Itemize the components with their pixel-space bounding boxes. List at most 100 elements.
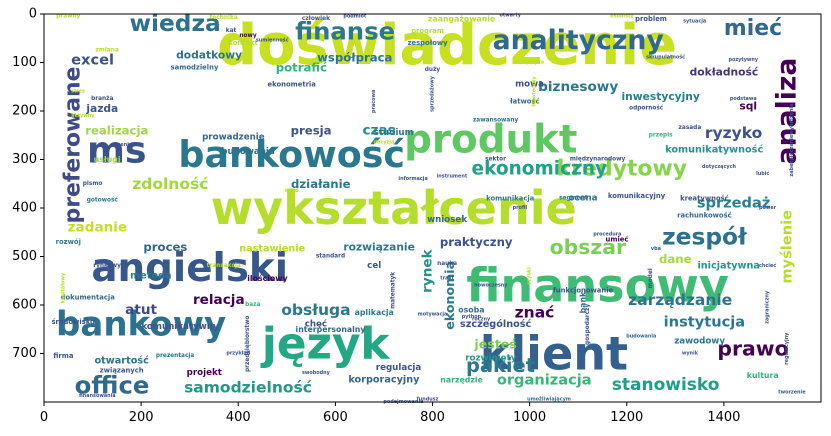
word-66: rozwinięty (465, 353, 517, 363)
word-154: gotowość (87, 197, 119, 204)
word-29: zarządzanie (628, 291, 732, 309)
word-69: budowania (221, 147, 275, 157)
word-1: wykształcenie (211, 181, 577, 235)
word-131: nauka (437, 261, 457, 267)
word-39: zadanie (68, 219, 128, 235)
word-48: dokładność (690, 66, 759, 79)
word-144: odporność (629, 105, 664, 112)
word-158: decyzja (374, 140, 395, 146)
word-142: pozytywny (728, 57, 758, 63)
word-0: doświadczenie (217, 13, 677, 78)
word-159: pracowa (371, 90, 377, 113)
word-95: kreatywność (680, 194, 729, 202)
word-102: umieć (606, 236, 629, 244)
word-93: łatwość (509, 97, 539, 105)
x-tick-label-6: 1200 (610, 410, 643, 425)
word-22: pakiet (466, 354, 535, 377)
word-46: potrafić (276, 60, 327, 74)
word-56: komunikatywność (665, 143, 763, 155)
word-109: prezentacja (156, 353, 194, 359)
word-64: szczególność (460, 318, 532, 330)
word-170: nowoczesny (474, 283, 508, 289)
word-5: klient (480, 327, 628, 381)
y-tick-label-2: 200 (12, 104, 37, 119)
word-68: otwartość (95, 354, 150, 366)
word-160: duży (425, 67, 441, 73)
word-107: firma (53, 352, 73, 360)
word-76: projekt (187, 368, 222, 378)
word-147: dotyczących (702, 164, 736, 170)
word-55: nastawienie (239, 244, 305, 255)
word-83: aplikacja (355, 308, 394, 317)
word-34: relacja (193, 292, 245, 308)
word-146: zasada (679, 125, 702, 131)
word-110: standard (316, 254, 345, 260)
word-177: aktywny (71, 113, 95, 119)
word-10: analityczny (493, 25, 664, 56)
word-169: bank (579, 291, 588, 313)
y-tick-label-7: 700 (12, 346, 37, 361)
word-174: trakt (440, 275, 454, 281)
word-175: sumienność (256, 37, 289, 44)
word-161: sprzedażowy (430, 75, 436, 112)
word-42: praktyczny (440, 235, 513, 249)
word-49: sql (739, 100, 757, 113)
word-82: osoba (458, 305, 484, 314)
word-18: ekonomiczny (472, 159, 608, 180)
word-36: rynek (420, 248, 436, 292)
word-119: kat (226, 28, 237, 34)
word-116: człowiek (302, 16, 330, 22)
word-89: zespołowy (408, 39, 449, 47)
word-148: procedura (593, 232, 621, 238)
word-99: sektor (485, 157, 506, 163)
word-87: samodzielny (171, 63, 219, 71)
word-63: wniosek (427, 215, 467, 225)
word-51: działanie (291, 177, 351, 191)
y-tick-label-4: 400 (12, 201, 37, 216)
word-136: power (759, 205, 777, 211)
word-7: produkt (404, 118, 577, 163)
word-4: język (260, 318, 391, 369)
word-121: zmiana (95, 47, 118, 53)
word-16: zespół (662, 224, 748, 251)
word-19: obszar (550, 235, 626, 259)
word-111: baza (245, 302, 260, 308)
word-41: czas (362, 122, 395, 138)
word-17: kredytowy (557, 157, 687, 182)
word-172: motywacja (418, 312, 448, 318)
word-54: rozwiązanie (343, 240, 415, 253)
word-115: podmiot (343, 13, 366, 19)
word-98: międzynarodowy (570, 157, 626, 163)
x-tick-label-1: 200 (129, 410, 154, 425)
word-3: angielski (91, 246, 288, 291)
word-37: ekonomia (442, 261, 457, 330)
word-32: organizacja (497, 372, 592, 389)
word-40: biznesowy (538, 79, 618, 95)
word-6: bankowy (56, 304, 226, 344)
word-79: cel (367, 261, 381, 271)
word-12: finanse (295, 17, 395, 46)
y-tick-label-3: 300 (12, 152, 37, 167)
word-59: kultura (747, 371, 779, 380)
word-129: tworzenie (778, 389, 806, 395)
word-45: współpraca (317, 51, 392, 65)
word-13: wiedza (129, 10, 220, 37)
word-96: rachunkowość (677, 211, 732, 219)
word-11: analiza (772, 58, 803, 165)
word-108: związanych (100, 367, 144, 375)
word-104: dokumentacja (61, 294, 116, 302)
word-168: gospodarczy (585, 304, 591, 345)
word-33: obsługa (281, 301, 350, 319)
word-60: dodatkowy (176, 49, 242, 62)
word-150: instrument (437, 174, 468, 180)
word-139: sytuacja (683, 18, 706, 24)
word-21: prawo (717, 337, 788, 361)
word-122: branża (91, 96, 113, 102)
word-15: preferowane (61, 67, 86, 224)
x-tick-label-0: 0 (40, 410, 48, 425)
word-30: instytucja (664, 314, 745, 331)
word-157: statystyka (515, 60, 544, 66)
word-126: umożliwiającym (527, 397, 571, 403)
word-71: studium (374, 128, 414, 138)
